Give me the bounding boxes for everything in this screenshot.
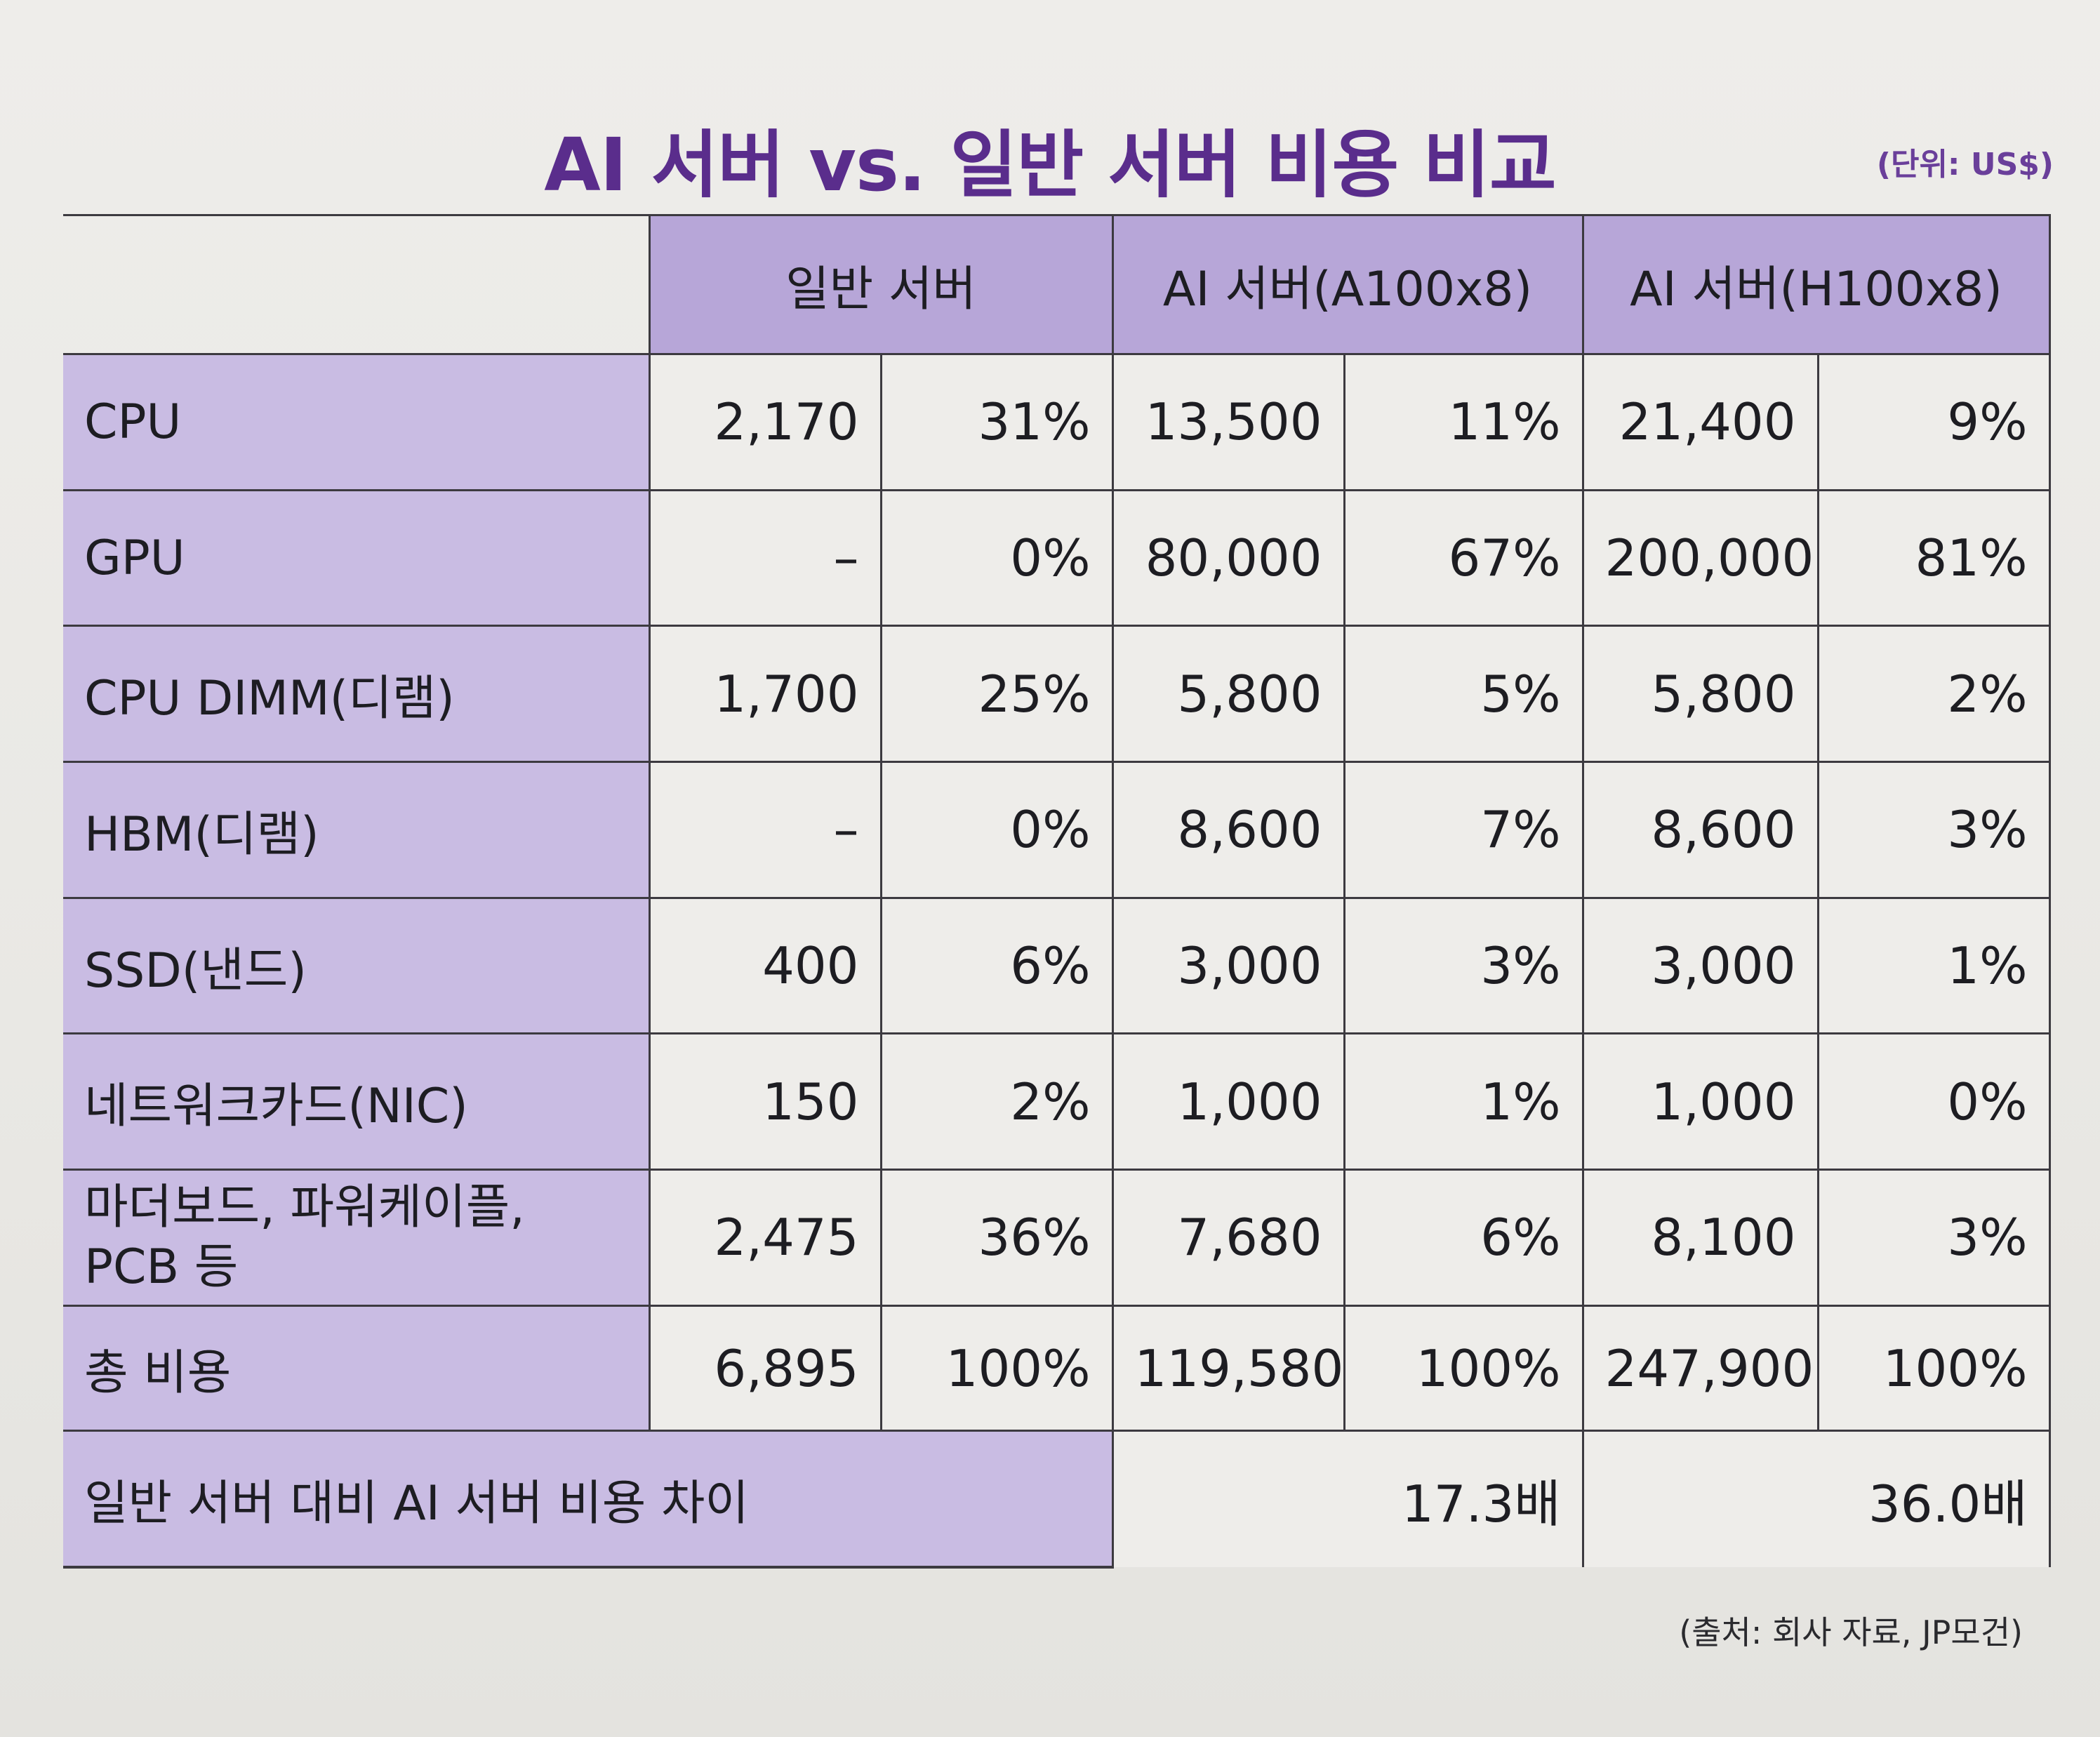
row-label: 총 비용 (63, 1304, 651, 1432)
source-note: (출처: 회사 자료, JP모건) (1679, 1613, 2023, 1651)
h100-share: 100% (1816, 1304, 2051, 1432)
general-cost: 1,700 (648, 625, 882, 764)
header-ai-server-h100: AI 서버(H100x8) (1581, 214, 2051, 355)
a100-cost: 1,000 (1111, 1032, 1345, 1171)
a100-share: 6% (1343, 1169, 1584, 1307)
h100-share: 9% (1816, 353, 2051, 491)
h100-cost: 5,800 (1581, 625, 1819, 764)
row-label: HBM(디램) (63, 761, 651, 899)
row-label: CPU DIMM(디램) (63, 625, 651, 764)
header-ai-server-a100: AI 서버(A100x8) (1111, 214, 1584, 355)
a100-share: 1% (1343, 1032, 1584, 1171)
a100-share: 67% (1343, 488, 1584, 627)
h100-share: 1% (1816, 896, 2051, 1035)
general-share: 2% (879, 1032, 1114, 1171)
a100-cost: 5,800 (1111, 625, 1345, 764)
table-row: SSD(낸드) 400 6% 3,000 3% 3,000 1% (63, 896, 2051, 1035)
h100-share: 3% (1816, 761, 2051, 899)
general-share: 31% (879, 353, 1114, 491)
row-label: 마더보드, 파워케이플, PCB 등 (63, 1169, 651, 1307)
a100-cost: 8,600 (1111, 761, 1345, 899)
cost-difference-row: 일반 서버 대비 AI 서버 비용 차이 17.3배 36.0배 (63, 1430, 2051, 1569)
a100-cost: 3,000 (1111, 896, 1345, 1035)
general-share: 36% (879, 1169, 1114, 1307)
general-cost: – (648, 488, 882, 627)
general-share: 0% (879, 761, 1114, 899)
table-row: 네트워크카드(NIC) 150 2% 1,000 1% 1,000 0% (63, 1032, 2051, 1171)
h100-cost: 247,900 (1581, 1304, 1819, 1432)
total-row: 총 비용 6,895 100% 119,580 100% 247,900 100… (63, 1304, 2051, 1432)
table-row: 마더보드, 파워케이플, PCB 등 2,475 36% 7,680 6% 8,… (63, 1169, 2051, 1307)
table-row: CPU 2,170 31% 13,500 11% 21,400 9% (63, 353, 2051, 491)
h100-cost: 8,600 (1581, 761, 1819, 899)
general-share: 6% (879, 896, 1114, 1035)
table-row: GPU – 0% 80,000 67% 200,000 81% (63, 488, 2051, 627)
page-title: AI 서버 vs. 일반 서버 비용 비교 (544, 122, 1556, 208)
h100-cost: 3,000 (1581, 896, 1819, 1035)
general-share: 0% (879, 488, 1114, 627)
table-header-row: 일반 서버 AI 서버(A100x8) AI 서버(H100x8) (63, 214, 2051, 355)
a100-cost: 80,000 (1111, 488, 1345, 627)
a100-cost: 13,500 (1111, 353, 1345, 491)
general-cost: 2,475 (648, 1169, 882, 1307)
h100-cost: 200,000 (1581, 488, 1819, 627)
general-cost: 2,170 (648, 353, 882, 491)
h100-share: 3% (1816, 1169, 2051, 1307)
general-cost: 400 (648, 896, 882, 1035)
a100-multiple: 17.3배 (1111, 1430, 1584, 1567)
a100-share: 7% (1343, 761, 1584, 899)
unit-note: (단위: US$) (1876, 147, 2054, 182)
h100-share: 81% (1816, 488, 2051, 627)
a100-cost: 7,680 (1111, 1169, 1345, 1307)
row-label: SSD(낸드) (63, 896, 651, 1035)
cost-comparison-table: 일반 서버 AI 서버(A100x8) AI 서버(H100x8) CPU 2,… (63, 214, 2051, 1569)
general-cost: 150 (648, 1032, 882, 1171)
row-label: 네트워크카드(NIC) (63, 1032, 651, 1171)
a100-cost: 119,580 (1111, 1304, 1345, 1432)
h100-multiple: 36.0배 (1581, 1430, 2051, 1567)
a100-share: 5% (1343, 625, 1584, 764)
general-cost: 6,895 (648, 1304, 882, 1432)
a100-share: 100% (1343, 1304, 1584, 1432)
header-blank-cell (63, 214, 651, 355)
h100-cost: 8,100 (1581, 1169, 1819, 1307)
a100-share: 11% (1343, 353, 1584, 491)
table-row: HBM(디램) – 0% 8,600 7% 8,600 3% (63, 761, 2051, 899)
row-label: CPU (63, 353, 651, 491)
header-general-server: 일반 서버 (648, 214, 1114, 355)
h100-cost: 1,000 (1581, 1032, 1819, 1171)
cost-difference-label: 일반 서버 대비 AI 서버 비용 차이 (63, 1430, 1114, 1569)
general-share: 100% (879, 1304, 1114, 1432)
general-cost: – (648, 761, 882, 899)
h100-share: 0% (1816, 1032, 2051, 1171)
general-share: 25% (879, 625, 1114, 764)
h100-share: 2% (1816, 625, 2051, 764)
h100-cost: 21,400 (1581, 353, 1819, 491)
row-label: GPU (63, 488, 651, 627)
table-row: CPU DIMM(디램) 1,700 25% 5,800 5% 5,800 2% (63, 625, 2051, 764)
a100-share: 3% (1343, 896, 1584, 1035)
